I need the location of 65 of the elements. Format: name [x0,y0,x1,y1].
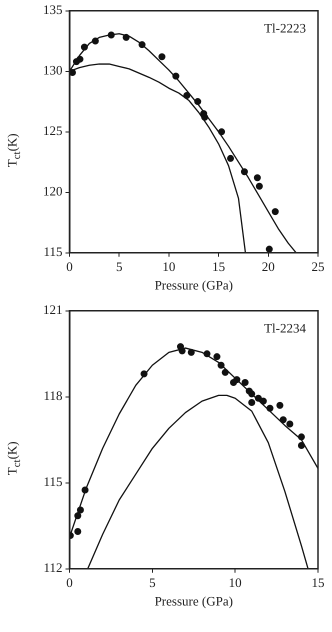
point [272,208,279,216]
point [266,404,274,412]
x-tick-label: 5 [116,259,122,274]
point [256,182,263,190]
x-tick-label: 5 [149,575,156,590]
y-tick-label: 115 [43,474,62,490]
point [254,394,262,402]
y-tick-label: 118 [43,388,62,404]
point [240,168,248,176]
point [92,38,99,45]
point [218,362,225,369]
point [76,506,84,514]
x-tick-label: 10 [228,575,242,590]
point [222,368,229,376]
point [194,98,202,106]
point [286,420,294,428]
point [74,512,82,520]
x-tick-label: 15 [212,259,226,274]
point [248,399,256,406]
point [276,402,284,409]
point [227,154,234,162]
point [213,353,220,360]
point [248,390,256,398]
point [172,72,180,80]
x-tick-label: 25 [312,259,324,274]
point [233,376,240,384]
y-tick-label: 120 [43,184,62,199]
x-tick-label: 15 [312,575,324,590]
point [201,114,208,121]
point [108,32,115,38]
y-tick-label: 121 [43,302,62,318]
y-tick-label: 112 [43,560,62,576]
x-tick-label: 20 [262,259,275,274]
x-tick-label: 10 [162,259,176,274]
point [158,53,166,60]
y-tick-label: 125 [43,123,62,138]
point [298,442,305,450]
x-tick-label: 0 [66,575,73,590]
y-tick-label: 135 [43,2,62,18]
point [178,347,186,354]
point [266,246,273,253]
point [76,56,84,63]
point [74,528,82,536]
point [188,348,195,356]
point [122,34,130,41]
point [280,416,287,424]
point [298,433,305,440]
y-tick-label: 130 [43,62,62,78]
annotation: Tl-2234 [264,320,306,336]
point [140,370,148,378]
point [138,41,146,48]
point [260,398,267,405]
y-tick-label: 115 [43,244,62,260]
point [242,378,249,386]
x-tick-label: 0 [66,259,73,274]
x-axis-title: Pressure (GPa) [154,594,233,609]
point [204,350,211,358]
point [80,44,88,51]
x-axis-title: Pressure (GPa) [154,278,233,293]
point [218,128,226,136]
point [82,486,89,494]
point [254,174,261,182]
point [70,69,76,76]
annotation: Tl-2223 [264,20,306,36]
point [183,92,190,99]
